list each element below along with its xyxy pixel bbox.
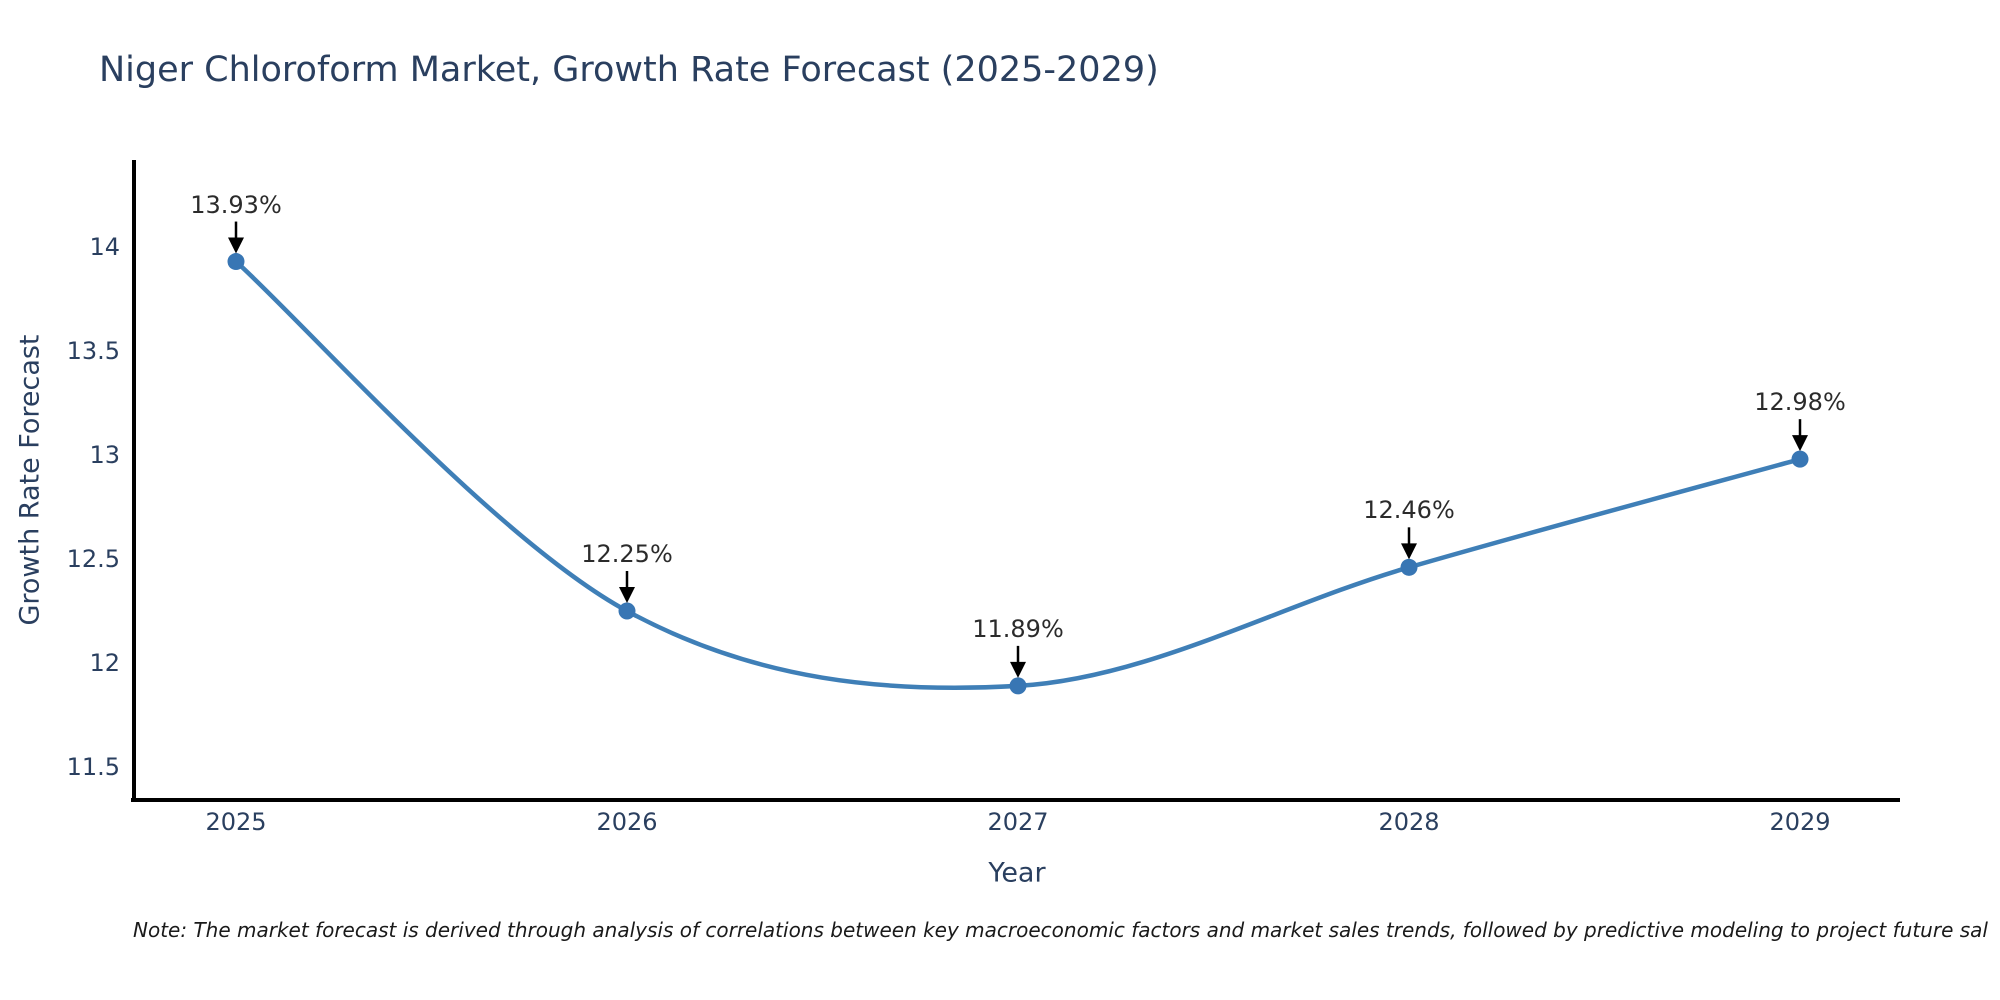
annotation-arrowhead — [1792, 435, 1808, 452]
data-point-marker-2027 — [1009, 677, 1027, 695]
y-tick-label-13.5: 13.5 — [66, 337, 120, 365]
point-value-label-2026: 12.25% — [581, 540, 673, 568]
annotation-arrowhead — [1401, 543, 1417, 560]
x-tick-label-2028: 2028 — [1378, 808, 1440, 836]
forecast-line-series — [233, 259, 1803, 690]
data-point-marker-2029 — [1791, 450, 1809, 468]
point-value-label-2025: 13.93% — [190, 190, 282, 219]
point-value-label-2029: 12.98% — [1754, 388, 1846, 417]
y-tick-label-12.5: 12.5 — [66, 545, 120, 573]
data-point-marker-2028 — [1400, 558, 1418, 576]
point-value-label-2028: 12.46% — [1363, 496, 1455, 525]
x-tick-label-2026: 2026 — [596, 808, 658, 836]
data-point-marker-2026 — [618, 602, 636, 620]
y-tick-label-12: 12 — [89, 649, 120, 677]
y-axis-title: Growth Rate Forecast — [14, 334, 46, 626]
annotation-arrowhead — [619, 587, 635, 603]
footnote: Note: The market forecast is derived thr… — [133, 918, 1988, 942]
y-tick-label-13: 13 — [89, 441, 120, 469]
x-tick-label-2025: 2025 — [205, 808, 267, 836]
point-value-label-2027: 11.89% — [972, 614, 1064, 643]
chart-title: Niger Chloroform Market, Growth Rate For… — [99, 50, 1159, 90]
x-tick-label-2027: 2027 — [987, 808, 1049, 836]
x-tick-label-2029: 2029 — [1769, 808, 1831, 836]
annotation-arrowhead — [228, 237, 244, 254]
y-tick-label-11.5: 11.5 — [66, 753, 120, 781]
x-axis-title: Year — [988, 857, 1046, 889]
y-tick-label-14: 14 — [89, 233, 120, 261]
annotation-arrowhead — [1010, 661, 1026, 678]
data-point-marker-2025 — [227, 253, 245, 271]
